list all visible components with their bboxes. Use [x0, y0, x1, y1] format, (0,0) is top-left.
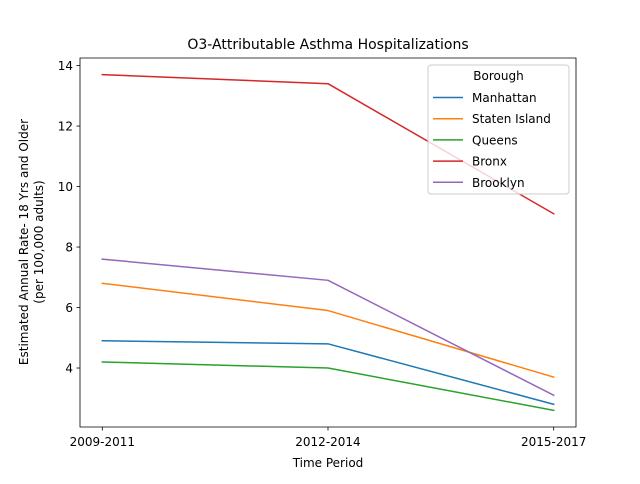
- legend-items: Manhattan Staten Island Queens Bronx Brookly…: [433, 91, 551, 190]
- y-axis-label-line1: Estimated Annual Rate- 18 Yrs and Older: [17, 119, 31, 365]
- legend-label: Manhattan: [472, 91, 537, 105]
- y-tick-label: 14: [58, 59, 73, 73]
- legend-label: Staten Island: [472, 112, 551, 126]
- x-axis-label: Time Period: [292, 456, 364, 470]
- y-axis-label-line2: (per 100,000 adults): [32, 180, 46, 303]
- series-line-manhattan: [101, 340, 555, 406]
- series-line-brooklyn: [101, 258, 555, 397]
- axes-layer: [79, 57, 577, 428]
- chart-title: O3-Attributable Asthma Hospitalizations: [187, 37, 468, 53]
- legend-label: Brooklyn: [472, 176, 525, 190]
- y-tick-label: 12: [58, 120, 73, 134]
- y-axis-ticks: 4 6 8 10 12 14: [58, 59, 80, 376]
- x-axis-ticks: 2009-2011 2012-2014 2015-2017: [70, 427, 586, 449]
- x-tick-label: 2015-2017: [521, 435, 586, 449]
- series-line-queens: [101, 361, 555, 412]
- legend-box: [427, 64, 570, 195]
- series-line-staten-island: [101, 282, 555, 379]
- y-tick-label: 8: [65, 241, 73, 255]
- legend-label: Bronx: [472, 155, 507, 169]
- y-tick-label: 4: [65, 362, 73, 376]
- plot-frame: [79, 57, 577, 428]
- y-tick-label: 10: [58, 180, 73, 194]
- legend: Borough Manhattan Staten Island Queens Bron…: [427, 64, 570, 195]
- x-tick-label: 2012-2014: [295, 435, 360, 449]
- legend-title: Borough: [473, 69, 523, 83]
- x-tick-label: 2009-2011: [70, 435, 135, 449]
- y-tick-label: 6: [65, 301, 73, 315]
- series-layer: [101, 73, 555, 412]
- legend-label: Queens: [472, 133, 518, 147]
- y-axis-label: Estimated Annual Rate- 18 Yrs and Older …: [17, 119, 46, 365]
